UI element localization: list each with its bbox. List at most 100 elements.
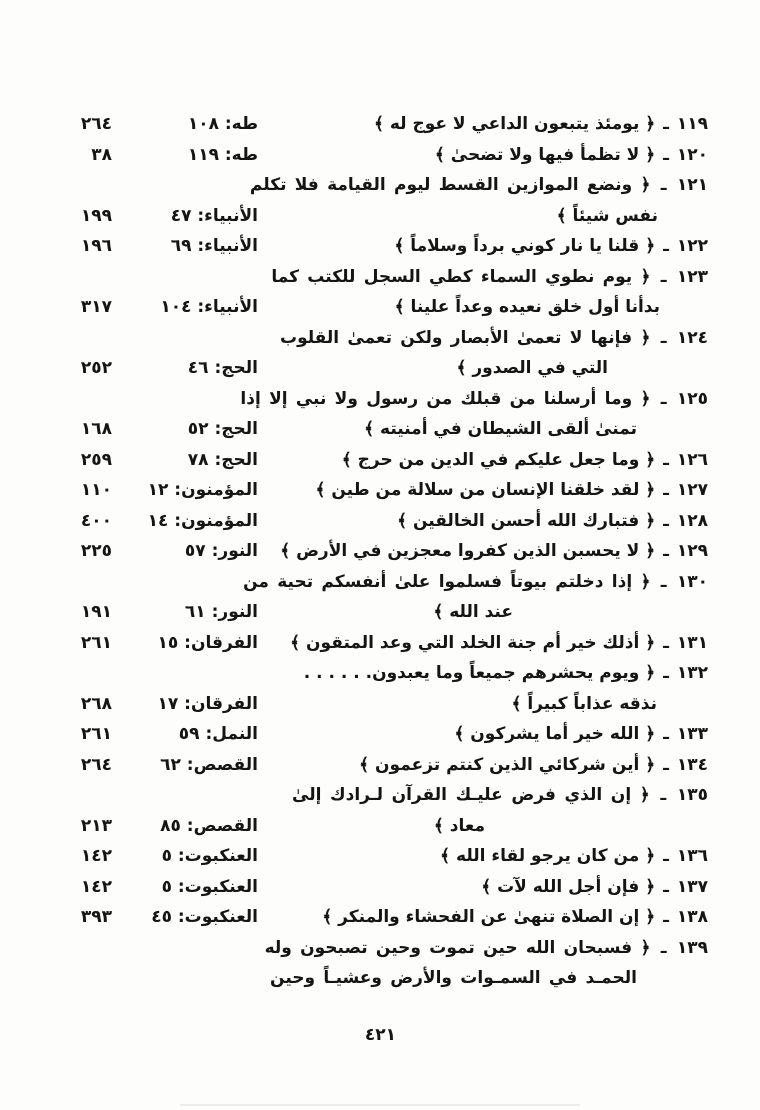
surah-verse-ref: طه: ١٠٨ xyxy=(187,114,258,134)
page-number-ref: ١١٠ xyxy=(80,480,112,500)
verse-quote-line: التي في الصدور ﴾ xyxy=(456,353,608,384)
verse-quote-line: ١٢٧ ـ ﴿ لقد خلقنا الإنسان من سلالة من طي… xyxy=(315,475,708,506)
verse-quote: ﴿ قلنا يا نار كوني برداً وسلاماً ﴾ xyxy=(394,236,656,256)
entry-number: ١٣٦ xyxy=(676,846,708,866)
index-entry-line: ١٣٠ ـ ﴿ إذا دخلتم بيوتاً فسلموا علىٰ أنف… xyxy=(0,567,760,598)
index-entry-line: معاد ﴾ القصص: ٨٥ ٢١٣ xyxy=(0,811,760,842)
entry-number: ١٢٣ xyxy=(676,266,708,287)
verse-quote: ﴿ يوم نطوي السماء كطي السجل للكتب كما xyxy=(271,266,651,287)
verse-quote: ﴿ إذا دخلتم بيوتاً فسلموا علىٰ أنفسكم تح… xyxy=(243,571,651,592)
page-number-ref: ٤٠٠ xyxy=(80,510,112,531)
verse-quote-line: ١٣٦ ـ ﴿ من كان يرجو لقاء الله ﴾ xyxy=(440,841,708,872)
entry-number: ١٣٥ xyxy=(676,785,708,805)
entry-number-separator: ـ xyxy=(663,541,669,561)
page-number-ref: ٢٥٢ xyxy=(80,358,112,378)
verse-quote: ﴿ إن الصلاة تنهىٰ عن الفحشاء والمنكر ﴾ xyxy=(322,907,656,927)
entry-number-separator: ـ xyxy=(663,846,669,866)
verse-quote-line: ١٢٢ ـ ﴿ قلنا يا نار كوني برداً وسلاماً ﴾ xyxy=(394,231,708,262)
verse-quote: تمنىٰ ألقى الشيطان في أمنيته ﴾ xyxy=(364,419,637,439)
entry-number: ١٣٠ xyxy=(676,571,708,592)
verse-quote: نفس شيئاً ﴾ xyxy=(556,205,658,226)
entry-number-separator: ـ xyxy=(663,114,669,134)
surah-verse-ref: المؤمنون: ١٤ xyxy=(147,510,258,531)
index-entry-line: ١٢٨ ـ ﴿ فتبارك الله أحسن الخالقين ﴾ المؤم… xyxy=(0,506,760,537)
entry-number: ١٢٨ xyxy=(676,510,708,531)
surah-verse-ref: الحج: ٧٨ xyxy=(187,449,258,470)
entry-number-separator: ـ xyxy=(663,754,669,775)
index-entry-line: الحمـد في السمـوات والأرض وعشيـاً وحين xyxy=(0,963,760,994)
verse-quote-line: ١٢١ ـ ﴿ ونضع الموازين القسط ليوم القيامة… xyxy=(250,170,708,201)
surah-verse-ref: الأنبياء: ١٠٤ xyxy=(160,297,258,317)
verse-quote: ﴿ فإنها لا تعمىٰ الأبصار ولكن تعمىٰ القل… xyxy=(280,327,651,348)
index-entry-line: عند الله ﴾ النور: ٦١ ١٩١ xyxy=(0,597,760,628)
verse-quote: ﴿ فسبحان الله حين تموت وحين تصبحون وله xyxy=(264,937,651,958)
entry-number-separator: ـ xyxy=(663,236,669,256)
verse-quote: ﴿ يومئذ يتبعون الداعي لا عوج له ﴾ xyxy=(373,114,656,134)
index-entry-line: ١٢٤ ـ ﴿ فإنها لا تعمىٰ الأبصار ولكن تعمى… xyxy=(0,323,760,354)
verse-quote-line: نذقه عذاباً كبيراً ﴾ xyxy=(511,689,657,720)
surah-verse-ref: الأنبياء: ٤٧ xyxy=(170,205,258,226)
verse-quote-line: ١٢٤ ـ ﴿ فإنها لا تعمىٰ الأبصار ولكن تعمى… xyxy=(280,323,708,354)
entry-number: ١٣٧ xyxy=(676,876,708,897)
entry-number-separator: ـ xyxy=(663,480,669,500)
verse-quote-line: نفس شيئاً ﴾ xyxy=(557,201,658,232)
scan-artifact xyxy=(180,1104,580,1106)
index-entry-line: ١٢٥ ـ ﴿ وما أرسلنا من قبلك من رسول ولا ن… xyxy=(0,384,760,415)
surah-verse-ref: النمل: ٥٩ xyxy=(178,724,258,744)
entry-number: ١٢٦ xyxy=(676,449,708,470)
entry-number-separator: ـ xyxy=(660,388,667,409)
surah-verse-ref: النور: ٦١ xyxy=(184,602,258,622)
index-entry-line: تمنىٰ ألقى الشيطان في أمنيته ﴾ الحج: ٥٢ ١٦… xyxy=(0,414,760,445)
surah-verse-ref: القصص: ٨٥ xyxy=(160,815,258,836)
verse-quote-line: ١٣٧ ـ ﴿ فإن أجل الله لآت ﴾ xyxy=(481,872,708,903)
entry-number: ١٣٨ xyxy=(676,907,708,927)
verse-quote: معاد ﴾ xyxy=(433,815,485,836)
verse-quote: ﴿ لقد خلقنا الإنسان من سلالة من طين ﴾ xyxy=(315,480,656,500)
index-entry-line: نذقه عذاباً كبيراً ﴾ الفرقان: ١٧ ٢٦٨ xyxy=(0,689,760,720)
entry-number: ١٣٢ xyxy=(676,663,708,683)
index-entry-line: ١٣١ ـ ﴿ أذلك خير أم جنة الخلد التي وعد ا… xyxy=(0,628,760,659)
entry-number: ١٢٥ xyxy=(676,388,708,409)
surah-verse-ref: العنكبوت: ٤٥ xyxy=(151,907,258,927)
verse-quote: ﴿ الله خير أما يشركون ﴾ xyxy=(454,724,656,744)
entry-number: ١٣١ xyxy=(676,632,708,653)
verse-quote: ﴿ أين شركائي الذين كنتم تزعمون ﴾ xyxy=(359,754,656,775)
page-number-ref: ٢٦١ xyxy=(80,632,112,653)
index-entry-line: ١٣٢ ـ ﴿ ويوم يحشرهم جميعاً وما يعبدون. .… xyxy=(0,658,760,689)
verse-quote: ﴿ لا تظمأ فيها ولا تضحىٰ ﴾ xyxy=(434,144,656,165)
index-entry-line: ١٢٦ ـ ﴿ وما جعل عليكم في الدين من حرج ﴾ ا… xyxy=(0,445,760,476)
verse-quote: ﴿ وما أرسلنا من قبلك من رسول ولا نبي إلا… xyxy=(240,388,651,409)
index-entry-line: ١٣٨ ـ ﴿ إن الصلاة تنهىٰ عن الفحشاء والمن… xyxy=(0,902,760,933)
verse-quote-line: الحمـد في السمـوات والأرض وعشيـاً وحين xyxy=(270,963,637,994)
verse-quote-line: ١٣٥ ـ ﴿ إن الذي فرض عليـك القرآن لـرادك … xyxy=(292,780,708,811)
page-number-ref: ٢٦٤ xyxy=(80,114,112,134)
entry-number: ١٢٩ xyxy=(676,541,708,561)
verse-quote: ﴿ إن الذي فرض عليـك القرآن لـرادك إلىٰ xyxy=(292,785,650,805)
entry-number: ١٢٧ xyxy=(676,480,708,500)
verse-quote: نذقه عذاباً كبيراً ﴾ xyxy=(511,693,657,714)
entry-number-separator: ـ xyxy=(663,907,669,927)
page-number-ref: ١٩٩ xyxy=(80,205,112,226)
entry-number: ١٣٩ xyxy=(676,937,708,958)
entry-number-separator: ـ xyxy=(663,510,669,531)
index-entry-line: ١٣٧ ـ ﴿ فإن أجل الله لآت ﴾ العنكبوت: ٥ ١٤٢ xyxy=(0,872,760,903)
surah-verse-ref: العنكبوت: ٥ xyxy=(161,846,258,866)
index-entry-line: ١٢٩ ـ ﴿ لا يحسبن الذين كفروا معجزين في ا… xyxy=(0,536,760,567)
verse-quote: ﴿ فتبارك الله أحسن الخالقين ﴾ xyxy=(397,510,656,531)
page-number-ref: ١٩١ xyxy=(80,602,112,622)
index-entry-line: ١٢٣ ـ ﴿ يوم نطوي السماء كطي السجل للكتب … xyxy=(0,262,760,293)
page-number-ref: ١٦٨ xyxy=(80,419,112,439)
page-number-ref: ٣٨ xyxy=(91,144,112,165)
page-number-ref: ١٤٢ xyxy=(80,876,112,897)
index-entry-line: ١٢٠ ـ ﴿ لا تظمأ فيها ولا تضحىٰ ﴾ طه: ١١٩ ٣… xyxy=(0,140,760,171)
entry-number-separator: ـ xyxy=(663,876,669,897)
surah-verse-ref: القصص: ٦٢ xyxy=(160,754,258,775)
surah-verse-ref: النور: ٥٧ xyxy=(184,541,258,561)
entry-number-separator: ـ xyxy=(660,266,667,287)
entry-number-separator: ـ xyxy=(660,937,667,958)
entry-number-separator: ـ xyxy=(660,327,667,348)
verse-quote-line: تمنىٰ ألقى الشيطان في أمنيته ﴾ xyxy=(364,414,637,445)
verse-quote-line: ١٢٦ ـ ﴿ وما جعل عليكم في الدين من حرج ﴾ xyxy=(342,445,708,476)
